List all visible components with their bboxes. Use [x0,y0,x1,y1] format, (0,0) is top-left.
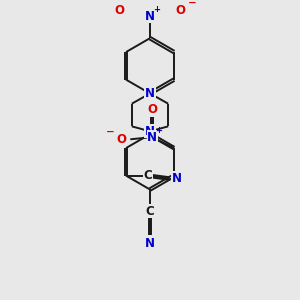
Text: N: N [145,10,155,23]
Text: N: N [145,237,155,250]
Text: O: O [117,133,127,146]
Text: −: − [106,127,114,137]
Text: O: O [147,103,157,116]
Text: O: O [176,4,186,17]
Text: +: + [153,5,160,14]
Text: N: N [145,125,155,138]
Text: C: C [146,205,154,218]
Text: O: O [114,4,124,17]
Text: N: N [172,172,182,185]
Text: +: + [155,126,162,135]
Text: N: N [147,130,157,144]
Text: −: − [188,0,197,8]
Text: C: C [143,169,152,182]
Text: N: N [145,87,155,100]
